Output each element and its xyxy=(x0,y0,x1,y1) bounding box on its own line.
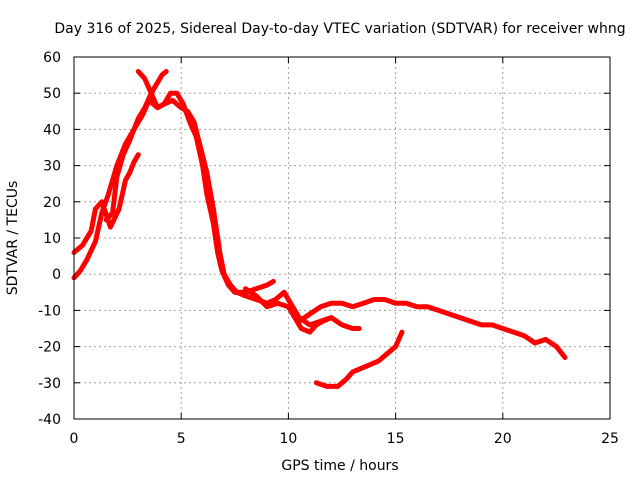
y-tick-label: -40 xyxy=(38,412,61,428)
y-tick-label: 20 xyxy=(43,195,61,211)
y-axis-label: SDTVAR / TECUs xyxy=(5,181,21,296)
series-arc-6 xyxy=(296,297,568,360)
y-tick-label: 40 xyxy=(43,122,61,138)
series-arc-1 xyxy=(71,152,141,255)
x-tick-label: 10 xyxy=(279,431,297,447)
x-axis-label: GPS time / hours xyxy=(281,458,398,474)
series-layer xyxy=(71,69,568,389)
chart-title: Day 316 of 2025, Sidereal Day-to-day VTE… xyxy=(54,21,625,37)
y-tick-label: 50 xyxy=(43,86,61,102)
y-tick-label: -20 xyxy=(38,340,61,356)
series-arc-7 xyxy=(313,329,405,389)
x-tick-label: 0 xyxy=(70,431,79,447)
series-arc-4 xyxy=(135,69,362,331)
x-tick-label: 5 xyxy=(177,431,186,447)
plot-frame xyxy=(73,56,611,420)
y-tick-label: 10 xyxy=(43,231,61,247)
x-tick-label: 15 xyxy=(387,431,405,447)
x-tick-label: 20 xyxy=(494,431,512,447)
series-arc-2 xyxy=(71,90,276,295)
grid-layer xyxy=(74,57,610,419)
x-tick-label: 25 xyxy=(601,431,619,447)
series-arc-5 xyxy=(243,286,334,335)
y-tick-label: -10 xyxy=(38,303,61,319)
y-tick-label: 30 xyxy=(43,159,61,175)
series-arc-3 xyxy=(103,69,169,223)
y-tick-label: 0 xyxy=(52,267,61,283)
y-tick-label: 60 xyxy=(43,50,61,66)
y-tick-label: -30 xyxy=(38,376,61,392)
